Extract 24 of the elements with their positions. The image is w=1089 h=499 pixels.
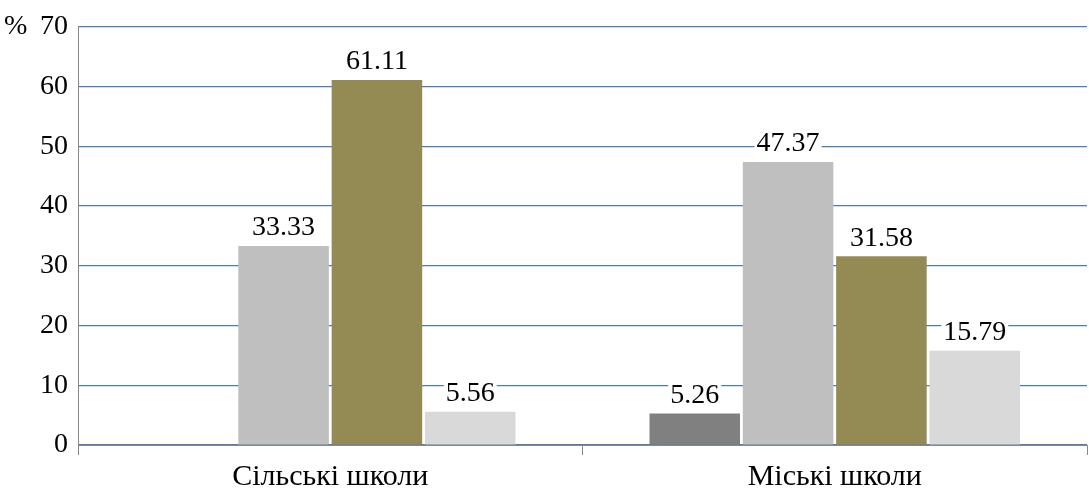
- data-label: 5.56: [445, 376, 495, 408]
- data-label: 31.58: [849, 220, 913, 252]
- bar: [836, 256, 927, 445]
- y-tick-label: 20: [40, 307, 68, 339]
- y-tick-label: 70: [40, 9, 68, 41]
- bar: [238, 245, 329, 445]
- data-label: 5.26: [670, 377, 720, 409]
- data-label: 47.37: [756, 126, 820, 158]
- bar: [331, 79, 423, 445]
- y-tick-label: 0: [54, 427, 68, 459]
- y-tick-label: 40: [40, 188, 68, 220]
- bar: [742, 162, 834, 445]
- y-axis-title: %: [4, 9, 28, 41]
- bar: [424, 411, 516, 445]
- data-label: 15.79: [943, 315, 1007, 347]
- y-tick-label: 30: [40, 248, 68, 280]
- data-label: 61.11: [345, 44, 408, 76]
- x-tick-label: Сільські школи: [232, 457, 429, 491]
- data-label: 33.33: [252, 210, 316, 242]
- y-tick-label: 50: [40, 128, 68, 160]
- x-tick-label: Міські школи: [747, 457, 922, 491]
- y-tick-label: 60: [40, 68, 68, 100]
- bar: [929, 350, 1021, 445]
- y-tick-label: 10: [40, 367, 68, 399]
